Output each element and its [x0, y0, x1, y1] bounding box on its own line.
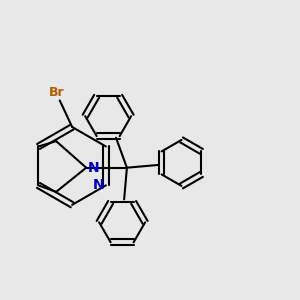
Text: N: N [88, 161, 100, 175]
Text: Br: Br [48, 86, 64, 99]
Text: N: N [92, 178, 104, 192]
